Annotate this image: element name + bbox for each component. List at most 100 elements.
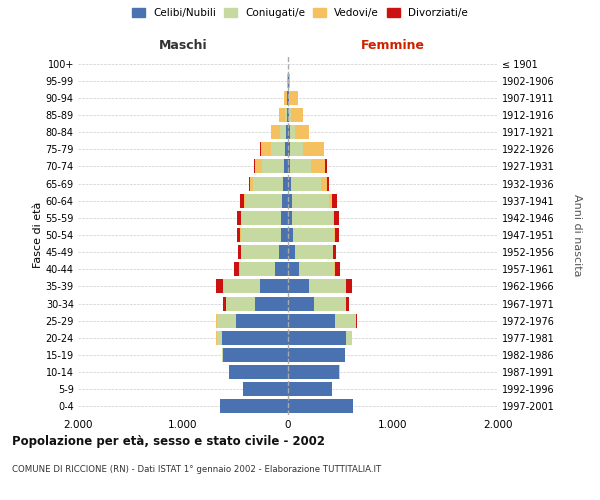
Bar (288, 211, 292, 225)
Bar (285, 142, 288, 156)
Bar (309, 280, 346, 293)
Bar (290, 108, 303, 122)
Bar (288, 194, 292, 207)
Bar (288, 125, 290, 139)
Bar (217, 280, 223, 293)
Bar (320, 176, 327, 190)
Bar (220, 400, 288, 413)
Bar (281, 228, 288, 242)
Bar (245, 194, 282, 207)
Bar (241, 228, 281, 242)
Bar (288, 382, 332, 396)
Bar (290, 142, 303, 156)
Bar (275, 262, 288, 276)
Bar (236, 228, 240, 242)
Bar (291, 176, 320, 190)
Bar (289, 74, 290, 88)
Bar (284, 91, 287, 105)
Bar (333, 211, 334, 225)
Bar (329, 194, 332, 207)
Bar (244, 194, 245, 207)
Bar (223, 348, 288, 362)
Bar (288, 262, 299, 276)
Bar (285, 108, 287, 122)
Bar (290, 91, 298, 105)
Bar (281, 211, 288, 225)
Bar (287, 108, 288, 122)
Bar (293, 228, 334, 242)
Bar (271, 142, 285, 156)
Bar (286, 125, 288, 139)
Bar (295, 125, 309, 139)
Bar (299, 262, 334, 276)
Bar (283, 176, 288, 190)
Bar (288, 365, 340, 379)
Text: Maschi: Maschi (158, 38, 208, 52)
Bar (238, 245, 241, 259)
Bar (288, 400, 353, 413)
Y-axis label: Anni di nascita: Anni di nascita (572, 194, 582, 276)
Y-axis label: Fasce di età: Fasce di età (32, 202, 43, 268)
Legend: Celibi/Nubili, Coniugati/e, Vedovi/e, Divorziati/e: Celibi/Nubili, Coniugati/e, Vedovi/e, Di… (129, 5, 471, 21)
Bar (288, 160, 290, 173)
Bar (271, 125, 280, 139)
Text: Femmine: Femmine (361, 38, 425, 52)
Bar (335, 262, 340, 276)
Bar (256, 160, 262, 173)
Bar (243, 382, 288, 396)
Bar (256, 296, 288, 310)
Bar (346, 296, 349, 310)
Bar (311, 160, 325, 173)
Bar (223, 280, 260, 293)
Bar (282, 194, 288, 207)
Bar (346, 331, 352, 345)
Bar (303, 142, 324, 156)
Bar (314, 296, 346, 310)
Bar (333, 245, 336, 259)
Bar (223, 296, 226, 310)
Bar (334, 228, 335, 242)
Text: Popolazione per età, sesso e stato civile - 2002: Popolazione per età, sesso e stato civil… (12, 435, 325, 448)
Bar (335, 228, 339, 242)
Bar (254, 160, 256, 173)
Bar (288, 142, 290, 156)
Bar (240, 262, 275, 276)
Bar (234, 262, 239, 276)
Bar (288, 176, 291, 190)
Bar (288, 314, 335, 328)
Bar (260, 280, 288, 293)
Bar (289, 108, 290, 122)
Bar (284, 160, 288, 173)
Bar (334, 211, 340, 225)
Bar (248, 176, 250, 190)
Bar (332, 194, 337, 207)
Text: COMUNE DI RICCIONE (RN) - Dati ISTAT 1° gennaio 2002 - Elaborazione TUTTITALIA.I: COMUNE DI RICCIONE (RN) - Dati ISTAT 1° … (12, 465, 381, 474)
Bar (280, 125, 286, 139)
Bar (217, 331, 222, 345)
Bar (288, 108, 289, 122)
Bar (288, 91, 289, 105)
Bar (325, 160, 327, 173)
Bar (229, 365, 288, 379)
Bar (278, 245, 288, 259)
Bar (260, 142, 271, 156)
Bar (288, 245, 295, 259)
Bar (240, 194, 244, 207)
Bar (290, 125, 295, 139)
Bar (290, 160, 311, 173)
Bar (278, 108, 285, 122)
Bar (226, 296, 256, 310)
Bar (217, 314, 235, 328)
Bar (235, 314, 288, 328)
Bar (288, 296, 314, 310)
Bar (335, 314, 356, 328)
Bar (288, 348, 344, 362)
Bar (288, 228, 293, 242)
Bar (327, 176, 329, 190)
Bar (262, 160, 284, 173)
Bar (241, 211, 281, 225)
Bar (292, 211, 333, 225)
Bar (253, 176, 283, 190)
Bar (241, 245, 278, 259)
Bar (288, 331, 346, 345)
